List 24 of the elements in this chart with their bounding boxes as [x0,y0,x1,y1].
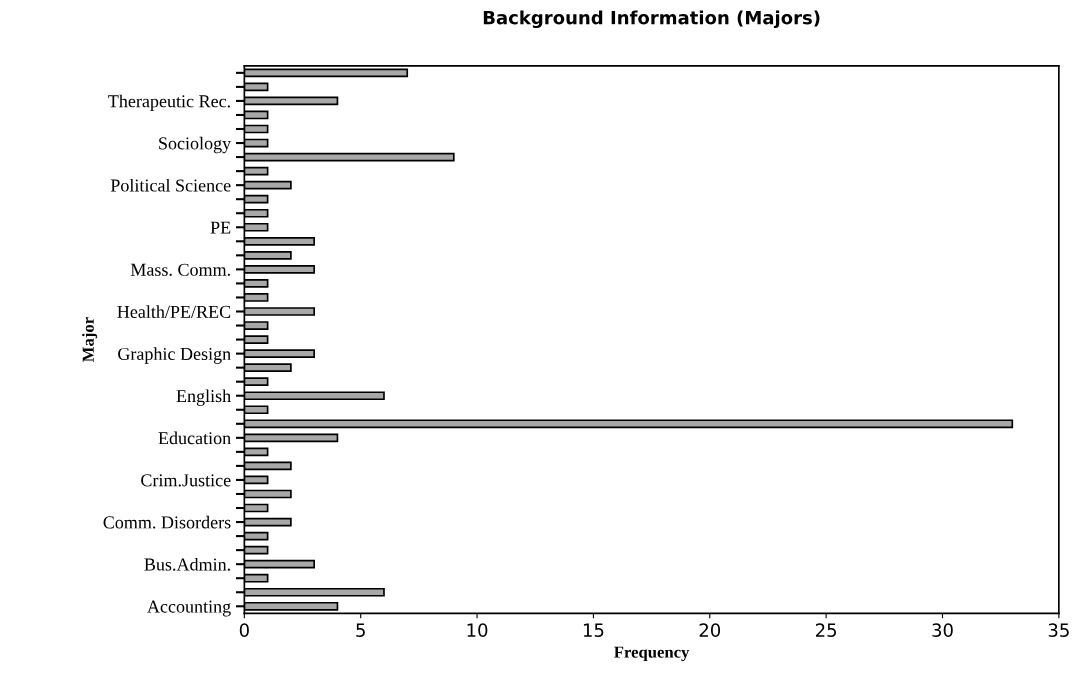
x-tick-label: 35 [1048,623,1069,637]
x-tick-label: 20 [699,623,721,637]
y-tick-label: Therapeutic Rec. [108,94,230,112]
y-tick-label: Sociology [159,136,232,154]
x-tick-label: 5 [356,623,365,637]
x-tick-label: 15 [583,623,604,637]
y-tick-label: Education [158,431,231,445]
y-tick-label: Political Science [110,178,231,192]
y-tick-label: English [176,389,231,406]
y-tick-label: Mass. Comm. [130,263,230,276]
y-tick-label: Bus.Admin. [144,557,230,571]
y-tick-label: Graphic Design [118,347,231,364]
x-tick-label: 0 [239,623,249,637]
x-tick-label: 25 [815,623,837,637]
y-tick-label: Accounting [147,600,231,617]
y-tick-label: Health/PE/REC [117,305,231,318]
y-tick-label: Comm. Disorders [103,515,231,529]
y-axis-title: Major [82,317,98,362]
y-tick-label: PE [210,221,231,234]
chart-title: Background Information (Majors) [483,10,820,29]
x-tick-label: 30 [932,623,953,637]
x-axis-title: Frequency [614,646,690,662]
x-tick-label: 10 [467,623,488,637]
y-tick-label: Crim.Justice [141,474,231,487]
